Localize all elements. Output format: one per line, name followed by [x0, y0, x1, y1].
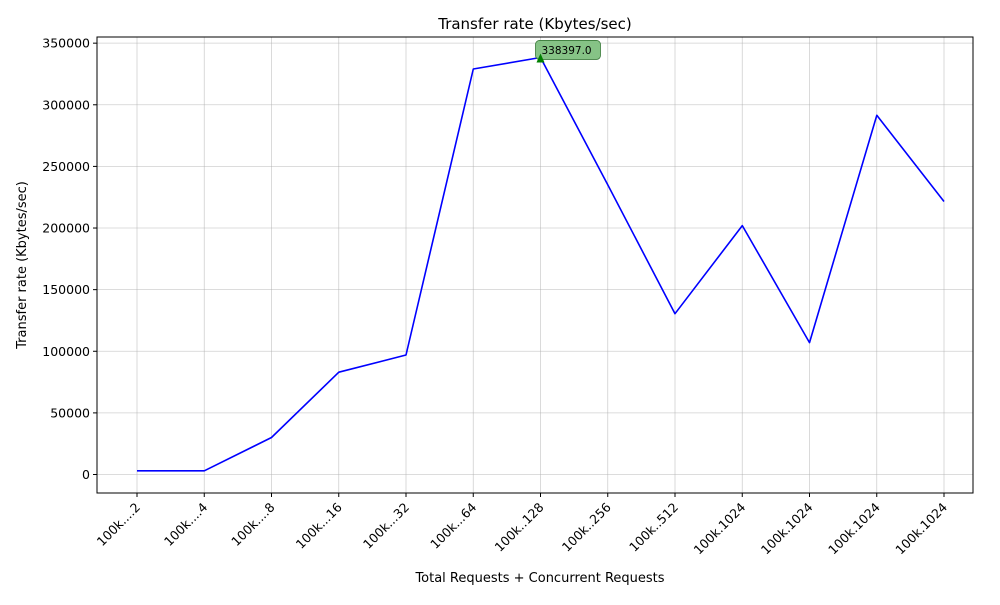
annotation: 338397.0 [536, 40, 601, 62]
annotation-label: 338397.0 [542, 45, 592, 57]
y-tick-label: 250000 [42, 159, 90, 174]
y-axis-label: Transfer rate (Kbytes/sec) [15, 181, 30, 350]
y-tick-label: 150000 [42, 282, 90, 297]
x-axis-label: Total Requests + Concurrent Requests [414, 571, 664, 586]
chart-title: Transfer rate (Kbytes/sec) [437, 15, 632, 33]
y-tick-label: 0 [82, 467, 90, 482]
y-tick-label: 100000 [42, 344, 90, 359]
y-tick-label: 200000 [42, 221, 90, 236]
y-tick-label: 50000 [50, 405, 90, 420]
y-tick-label: 300000 [42, 97, 90, 112]
y-tick-label: 350000 [42, 36, 90, 51]
